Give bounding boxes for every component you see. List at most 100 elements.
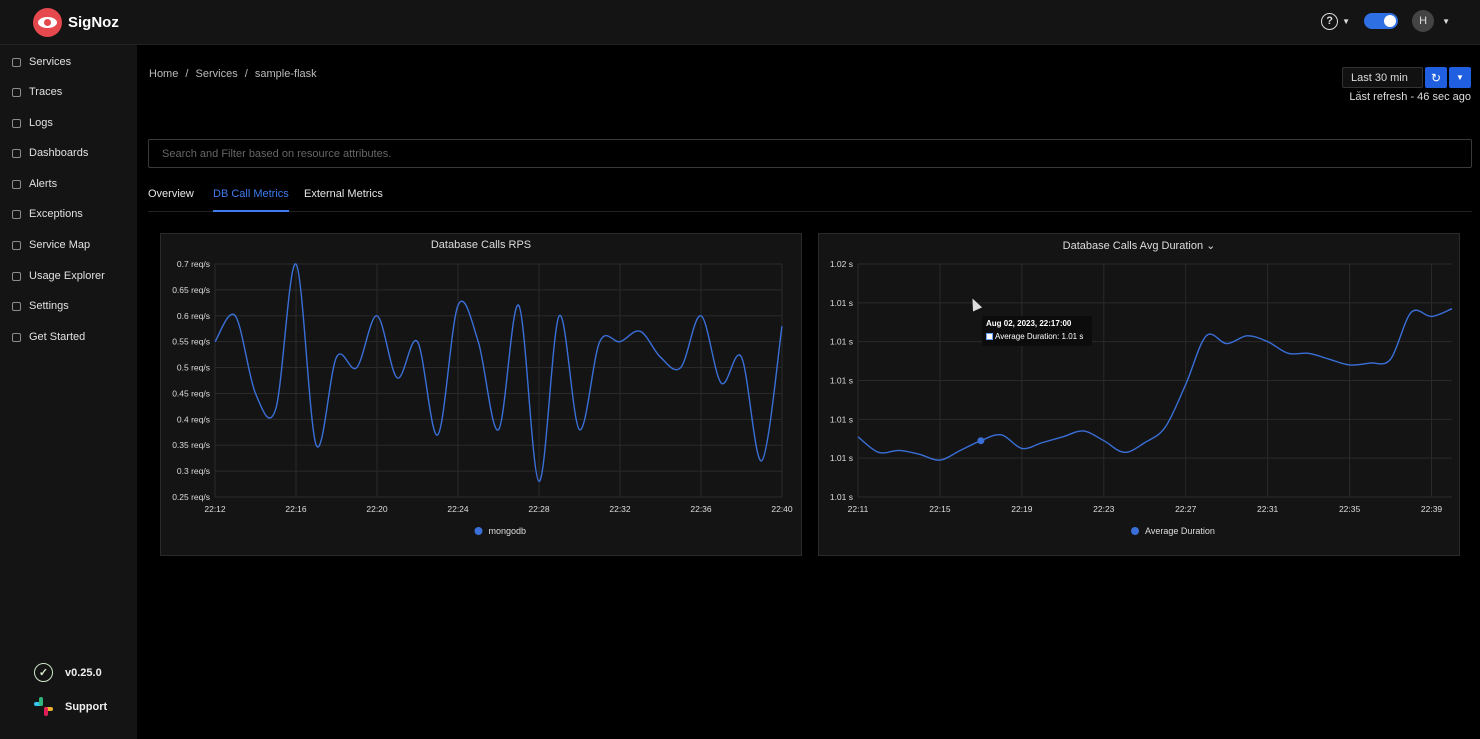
bar-chart-icon <box>12 57 21 67</box>
avg-duration-chart[interactable]: 1.02 s 1.01 s 1.01 s 1.01 s 1.01 s 1.01 s 1.01… <box>819 234 1459 555</box>
breadcrumb-separator: / <box>185 68 189 80</box>
sidebar-item-get-started[interactable]: Get Started <box>12 329 85 345</box>
support-link[interactable]: Support <box>34 697 107 716</box>
x-tick-label: 22:12 <box>204 504 226 514</box>
sidebar-item-settings[interactable]: Settings <box>12 298 69 314</box>
tab-db-call-metrics[interactable]: DB Call Metrics <box>213 188 289 212</box>
y-tick-label: 0.3 req/s <box>177 466 210 476</box>
signoz-logo-icon <box>33 8 62 37</box>
y-tick-label: 1.01 s <box>830 298 853 308</box>
sidebar-item-label: Dashboards <box>29 147 89 159</box>
slack-icon <box>34 697 53 716</box>
y-tick-label: 0.65 req/s <box>172 285 210 295</box>
sidebar-item-label: Service Map <box>29 239 91 251</box>
chart-title[interactable]: Database Calls Avg Duration ⌄ <box>819 239 1459 252</box>
refresh-icon: ↻ <box>1430 70 1442 85</box>
line-chart-icon <box>12 271 21 281</box>
app-logo[interactable]: SigNoz <box>33 8 119 37</box>
app-name: SigNoz <box>68 14 119 31</box>
version-label: v0.25.0 <box>65 666 102 679</box>
sidebar-item-usage-explorer[interactable]: Usage Explorer <box>12 268 105 284</box>
x-tick-label: 22:23 <box>1093 504 1115 514</box>
chevron-down-icon: ⌄ <box>1355 85 1363 95</box>
tab-overview[interactable]: Overview <box>148 188 194 200</box>
y-tick-label: 0.55 req/s <box>172 337 210 347</box>
user-menu[interactable]: H ▼ <box>1412 10 1450 32</box>
breadcrumb-home[interactable]: Home <box>149 68 179 80</box>
sidebar-item-services[interactable]: Services <box>12 54 71 70</box>
help-menu[interactable]: ? ▼ <box>1321 12 1350 30</box>
sidebar-item-label: Get Started <box>29 331 86 343</box>
x-tick-label: 22:32 <box>609 504 631 514</box>
y-tick-label: 1.01 s <box>830 414 853 424</box>
refresh-button[interactable]: ↻ <box>1425 67 1447 88</box>
breadcrumb-services[interactable]: Services <box>195 68 238 80</box>
align-left-icon <box>12 118 21 128</box>
x-tick-label: 22:31 <box>1257 504 1279 514</box>
x-tick-label: 22:16 <box>285 504 307 514</box>
header-actions: ? ▼ H ▼ <box>1321 10 1450 32</box>
check-circle-icon: ✓ <box>34 663 53 682</box>
rps-chart[interactable]: 0.7 req/s 0.65 req/s 0.6 req/s 0.55 req/s 0.… <box>161 234 801 555</box>
top-header: SigNoz ? ▼ H ▼ <box>0 0 1480 45</box>
legend-label[interactable]: Average Duration <box>1145 526 1215 536</box>
breadcrumb-separator: / <box>244 68 248 80</box>
y-tick-label: 1.02 s <box>830 259 853 269</box>
chevron-down-icon: ▼ <box>1442 16 1450 26</box>
time-range-value: Last 30 min <box>1351 72 1408 84</box>
y-tick-label: 0.7 req/s <box>177 259 210 269</box>
breadcrumb: Home / Services / sample-flask <box>149 68 321 80</box>
breadcrumb-current: sample-flask <box>254 68 317 80</box>
refresh-interval-dropdown[interactable]: ▼ <box>1449 67 1471 88</box>
hover-point <box>977 437 985 445</box>
chevron-down-icon: ▼ <box>1456 73 1464 82</box>
x-tick-label: 22:28 <box>528 504 550 514</box>
sidebar-item-label: Exceptions <box>29 208 83 220</box>
version-indicator[interactable]: ✓ v0.25.0 <box>34 663 102 682</box>
y-tick-label: 0.4 req/s <box>177 414 210 424</box>
chevron-down-icon: ⌄ <box>1206 240 1216 252</box>
sidebar-item-service-map[interactable]: Service Map <box>12 237 90 253</box>
sidebar-item-logs[interactable]: Logs <box>12 115 53 131</box>
sidebar-item-traces[interactable]: Traces <box>12 84 62 100</box>
y-tick-label: 0.6 req/s <box>177 311 210 321</box>
x-tick-label: 22:39 <box>1421 504 1443 514</box>
legend-label[interactable]: mongodb <box>489 526 527 536</box>
deployment-icon <box>12 240 21 250</box>
legend-swatch <box>1131 527 1139 535</box>
series-line <box>214 263 783 483</box>
list-icon <box>12 87 21 97</box>
x-tick-label: 22:27 <box>1175 504 1197 514</box>
tooltip-value: Average Duration: 1.01 s <box>995 332 1084 341</box>
chart-title-text: Database Calls Avg Duration <box>1062 240 1204 252</box>
sidebar-item-label: Logs <box>29 117 53 129</box>
tooltip-swatch <box>986 333 993 341</box>
x-tick-label: 22:15 <box>929 504 951 514</box>
y-tick-label: 0.5 req/s <box>177 363 210 373</box>
gear-icon <box>12 301 21 311</box>
x-tick-label: 22:11 <box>848 504 869 514</box>
sidebar-item-alerts[interactable]: Alerts <box>12 176 57 192</box>
sidebar-item-exceptions[interactable]: Exceptions <box>12 206 83 222</box>
resource-search-input[interactable] <box>148 139 1472 168</box>
support-label: Support <box>65 700 108 713</box>
x-tick-label: 22:36 <box>690 504 712 514</box>
sidebar-item-label: Settings <box>29 300 69 312</box>
sidebar-item-dashboards[interactable]: Dashboards <box>12 145 88 161</box>
rocket-icon <box>12 332 21 342</box>
theme-toggle[interactable] <box>1364 13 1399 29</box>
chart-panel-avg-duration: Database Calls Avg Duration ⌄ 1.02 s 1.01… <box>818 233 1460 556</box>
sidebar-item-label: Usage Explorer <box>29 270 105 282</box>
sidebar-item-label: Traces <box>29 86 63 98</box>
sidebar-item-label: Services <box>29 56 72 68</box>
tab-external-metrics[interactable]: External Metrics <box>304 188 383 200</box>
chart-title: Database Calls RPS <box>430 239 532 251</box>
avatar: H <box>1412 10 1435 32</box>
x-tick-label: 22:20 <box>366 504 388 514</box>
time-range-select[interactable]: Last 30 min ⌄ <box>1342 67 1423 95</box>
x-tick-label: 22:19 <box>1011 504 1033 514</box>
last-refresh-text: Last refresh - 46 sec ago <box>1349 91 1471 103</box>
y-tick-label: 1.01 s <box>830 453 853 463</box>
legend-swatch <box>474 527 483 535</box>
x-tick-label: 22:35 <box>1339 504 1361 514</box>
